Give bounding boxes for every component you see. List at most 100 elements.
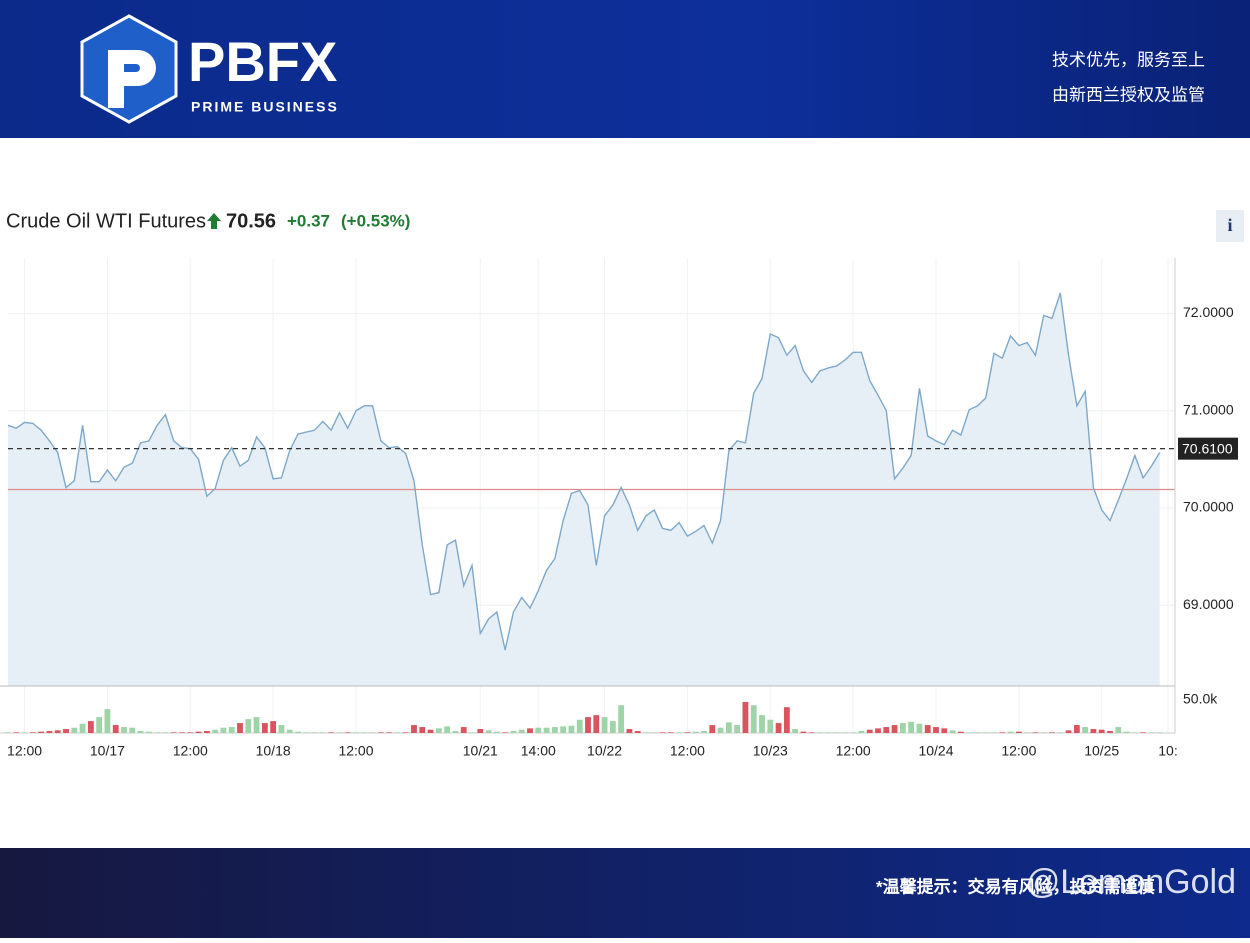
- volume-bar: [145, 731, 152, 733]
- volume-bar: [220, 727, 227, 733]
- volume-bar: [734, 725, 741, 733]
- volume-bar: [129, 727, 136, 733]
- volume-bar: [817, 732, 823, 733]
- last-price-label: 70.6100: [1182, 440, 1233, 456]
- x-tick-label: 12:00: [7, 743, 42, 759]
- volume-bar: [783, 707, 790, 733]
- volume-bar: [593, 715, 600, 733]
- volume-bar: [1057, 732, 1064, 733]
- volume-bar: [634, 731, 641, 733]
- x-tick-label: 10/17: [90, 743, 125, 759]
- volume-bar: [96, 717, 103, 733]
- volume-bar: [394, 732, 401, 733]
- volume-bar: [1024, 732, 1031, 733]
- volume-bar: [286, 729, 293, 733]
- volume-bar: [502, 732, 509, 733]
- volume-bar: [974, 732, 981, 733]
- volume-bar: [601, 717, 608, 733]
- volume-bar: [535, 727, 542, 733]
- volume-bar: [1123, 731, 1130, 733]
- volume-bar: [883, 727, 890, 733]
- volume-bar: [692, 731, 699, 733]
- volume-bar: [626, 729, 633, 733]
- slogan: 技术优先，服务至上: [1052, 50, 1205, 69]
- volume-bar: [982, 732, 989, 733]
- last-price-box: [1178, 437, 1238, 460]
- volume-bar: [850, 732, 857, 733]
- volume-bar: [79, 723, 86, 733]
- volume-bar: [568, 725, 575, 733]
- price-area: [8, 293, 1160, 686]
- slogan: 由新西兰授权及监管: [1052, 85, 1205, 104]
- volume-bar: [328, 732, 335, 733]
- volume-bar: [618, 705, 625, 733]
- volume-bar: [808, 732, 815, 733]
- volume-bar: [1131, 732, 1138, 733]
- y-tick-label: 72.0000: [1183, 304, 1234, 320]
- volume-bar: [336, 732, 343, 733]
- volume-bar: [543, 727, 550, 733]
- volume-bar: [759, 715, 765, 733]
- x-tick-label: 10/22: [587, 743, 622, 759]
- volume-bar: [676, 732, 683, 733]
- volume-bar: [493, 731, 500, 733]
- volume-bar: [1156, 732, 1163, 733]
- volume-bar: [609, 721, 616, 733]
- volume-bar: [1032, 732, 1039, 733]
- volume-bar: [71, 727, 78, 733]
- volume-bar: [54, 730, 61, 733]
- volume-bar: [187, 732, 194, 733]
- footer-bar: [0, 848, 1250, 938]
- volume-bar: [361, 732, 368, 733]
- chart-title: Crude Oil WTI Futures: [6, 210, 206, 232]
- price: 70.56: [226, 210, 276, 232]
- volume-bar: [1115, 727, 1122, 733]
- logo-p: [108, 50, 156, 108]
- volume-bar: [402, 732, 409, 733]
- watermark: @LemonGold: [1026, 863, 1236, 901]
- volume-bar: [527, 728, 533, 733]
- volume-bar: [29, 732, 36, 733]
- info-button[interactable]: [1216, 210, 1244, 242]
- volume-bar: [1007, 731, 1014, 733]
- volume-bar: [469, 732, 475, 733]
- volume-bar: [991, 732, 997, 733]
- volume-bar: [270, 721, 277, 733]
- price-change: +0.37: [287, 211, 330, 230]
- x-tick-label: 10/25: [1084, 743, 1119, 759]
- volume-bar: [311, 732, 318, 733]
- volume-bar: [319, 732, 326, 733]
- volume-bar: [659, 732, 666, 733]
- volume-bar: [1073, 725, 1080, 733]
- volume-bar: [203, 731, 210, 733]
- footer-notice: *温馨提示：交易有风险，投资需谨慎: [876, 876, 1155, 896]
- volume-bar: [112, 725, 119, 733]
- volume-bar: [237, 723, 243, 733]
- volume-bar: [212, 729, 219, 733]
- volume-bar: [1090, 729, 1097, 733]
- volume-bar: [551, 727, 558, 733]
- x-tick-label: 10/21: [463, 743, 498, 759]
- volume-bar: [386, 732, 393, 733]
- volume-bar: [701, 731, 707, 733]
- volume-bar: [667, 732, 674, 733]
- volume-bar: [1015, 731, 1022, 733]
- x-tick-label: 10/24: [918, 743, 953, 759]
- info-icon[interactable]: i: [1227, 215, 1232, 235]
- volume-bar: [1049, 732, 1055, 733]
- volume-bar: [858, 731, 865, 733]
- volume-bar: [1098, 729, 1105, 733]
- volume-bar: [924, 725, 931, 733]
- volume-bar: [750, 705, 757, 733]
- volume-bar: [560, 726, 567, 733]
- volume-bar: [949, 730, 956, 733]
- volume-bar: [137, 731, 144, 733]
- y2-tick-label: 50.0k: [1183, 691, 1218, 707]
- volume-bar: [933, 727, 939, 733]
- volume-bar: [916, 723, 923, 733]
- volume-bar: [13, 732, 20, 733]
- volume-bar: [999, 732, 1006, 733]
- volume-bar: [585, 717, 591, 733]
- x-tick-label: 12:00: [338, 743, 373, 759]
- volume-bar: [179, 732, 185, 733]
